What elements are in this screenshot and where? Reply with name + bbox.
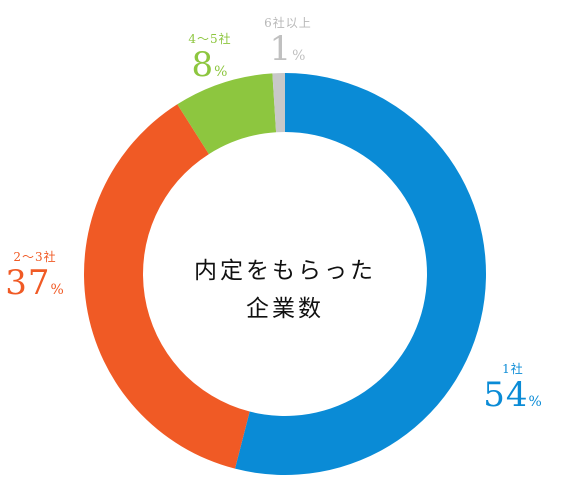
- donut-slices: [84, 73, 487, 476]
- center-title: 内定をもらった 企業数: [150, 252, 420, 328]
- percent-unit: %: [214, 64, 229, 80]
- donut-slice-3: [177, 73, 277, 155]
- slice-category-label: 2〜3社: [13, 250, 57, 264]
- slice-category-label: 1社: [502, 362, 524, 376]
- donut-slice-1: [235, 73, 487, 476]
- center-title-line-2: 企業数: [246, 296, 324, 322]
- slice-percent-value: 37%: [5, 263, 65, 303]
- slice-percent-value: 8%: [191, 45, 229, 85]
- slice-percent-value: 1%: [269, 29, 307, 69]
- slice-label-2-3sha: 2〜3社 37%: [0, 248, 70, 308]
- percent-unit: %: [50, 282, 65, 298]
- donut-slice-4: [272, 73, 285, 133]
- donut-slice-2: [84, 104, 250, 469]
- slice-category-label: 6社以上: [264, 16, 312, 30]
- slice-percent-value: 54%: [483, 375, 543, 415]
- slice-category-label: 4〜5社: [188, 32, 232, 46]
- center-title-line-1: 内定をもらった: [194, 258, 376, 284]
- percent-unit: %: [292, 48, 307, 64]
- percent-unit: %: [528, 394, 543, 410]
- slice-label-6sha-ijo: 6社以上 1%: [248, 14, 328, 74]
- slice-label-4-5sha: 4〜5社 8%: [170, 30, 250, 90]
- slice-label-1sha: 1社 54%: [468, 360, 558, 420]
